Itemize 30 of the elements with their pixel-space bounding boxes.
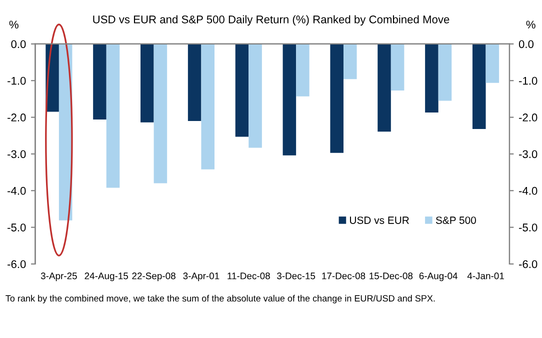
x-tick-label: 4-Jan-01 <box>467 272 504 280</box>
y2-tick-label: -3.0 <box>519 150 538 158</box>
y2-tick-label: -4.0 <box>519 186 538 195</box>
y2-tick-label: -5.0 <box>519 224 538 232</box>
x-tick-label: 3-Dec-15 <box>277 272 316 280</box>
x-tick-label: 11-Dec-08 <box>228 272 270 280</box>
y-tick-label: -6.0 <box>8 260 26 268</box>
x-tick-label: 3-Apr-25 <box>40 272 77 282</box>
x-tick-label: 17-Dec-08 <box>322 272 366 280</box>
x-tick-label: 6-Aug-04 <box>419 272 458 282</box>
y2-tick-label: -2.0 <box>519 114 538 122</box>
x-tick-label: 24-Aug-15 <box>84 272 128 282</box>
y2-axis-title: % <box>526 20 536 28</box>
y-tick-label: 0.0 <box>11 40 26 48</box>
x-tick-label: 3-Apr-01 <box>183 272 220 282</box>
y-tick-label: -4.0 <box>8 186 26 195</box>
chart-title: USD vs EUR and S&P 500 Daily Return (%) Ranked by Combined Move <box>93 15 450 26</box>
y-tick-label: -1.0 <box>8 76 26 85</box>
y-tick-label: -3.0 <box>8 150 26 158</box>
y2-tick-label: -1.0 <box>519 76 538 85</box>
y2-tick-label: 0.0 <box>518 40 534 48</box>
y-axis-title: % <box>9 20 18 28</box>
y-tick-label: -5.0 <box>8 224 26 232</box>
legend-label: S&P 500 <box>436 216 476 224</box>
x-tick-label: 15-Dec-08 <box>370 272 413 280</box>
y-tick-label: -2.0 <box>8 114 26 122</box>
legend-label: USD vs EUR <box>350 216 409 224</box>
y2-tick-label: -6.0 <box>519 260 538 268</box>
x-tick-label: 22-Sep-08 <box>132 272 176 282</box>
text: To rank by the combined move, we take the sum of the absolute value of the change in EUR/USD and SPX. <box>6 294 435 304</box>
